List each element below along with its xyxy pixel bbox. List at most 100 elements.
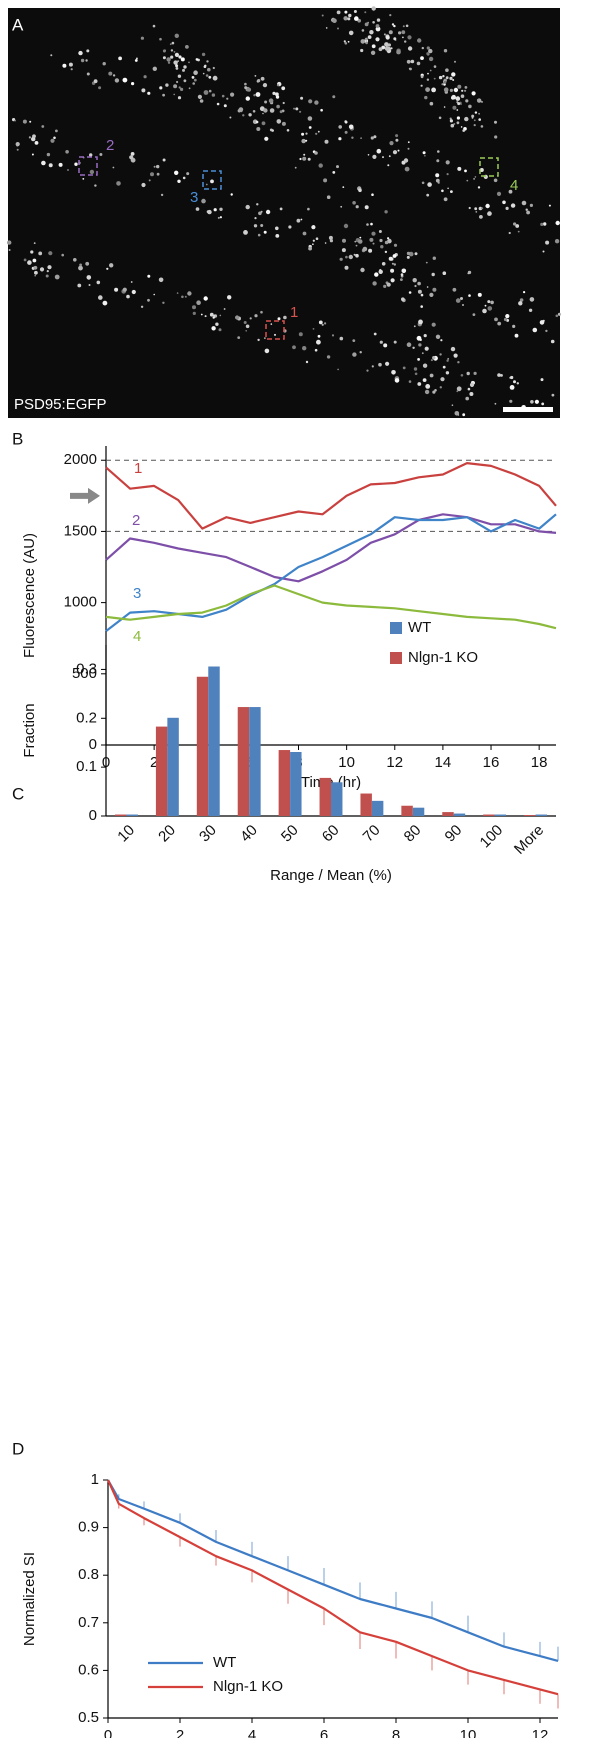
punctum [432,256,436,260]
punctum [481,207,484,210]
punctum [175,67,179,70]
bar [249,707,261,816]
x-axis-label: Range / Mean (%) [270,867,392,884]
punctum [477,292,482,297]
punctum [469,392,474,396]
punctum [243,230,248,235]
punctum [23,258,27,262]
punctum [261,121,266,126]
bar [483,814,495,816]
punctum [451,404,454,407]
roi-box [479,157,499,177]
punctum [433,77,436,80]
punctum [366,223,369,226]
punctum [443,106,446,108]
punctum [396,49,401,55]
punctum [450,123,455,128]
punctum [443,83,446,86]
punctum [58,162,63,167]
punctum [345,255,348,259]
punctum [344,265,349,270]
punctum [315,237,319,240]
micrograph [8,8,560,418]
punctum [38,251,43,256]
punctum [162,49,166,53]
punctum [130,281,133,283]
punctum [393,24,396,28]
y-tick-label: 1 [91,1471,99,1488]
punctum [478,112,480,115]
x-tick-label: 0 [104,1727,112,1738]
punctum [344,120,348,123]
punctum [540,222,544,226]
legend-label: Nlgn-1 KO [213,1678,283,1695]
punctum [503,317,508,322]
punctum [41,125,45,128]
punctum [521,200,527,206]
punctum [98,295,103,300]
punctum [86,72,90,76]
punctum [416,61,421,66]
punctum [456,121,460,125]
punctum [34,274,36,277]
punctum [337,368,339,371]
punctum [390,268,395,273]
punctum [424,346,429,351]
punctum [436,159,440,163]
y-tick-label: 0.3 [76,660,97,677]
punctum [523,291,526,294]
punctum [370,50,376,55]
punctum [153,293,155,296]
punctum [53,136,56,140]
punctum [298,332,303,337]
punctum [481,101,483,103]
x-tick-label: 2 [176,1727,184,1738]
punctum [473,371,477,375]
punctum [344,42,348,45]
punctum [348,13,352,18]
punctum [126,294,130,299]
punctum [343,40,346,43]
punctum [134,59,138,62]
punctum [421,181,425,185]
punctum [223,104,227,108]
punctum [464,169,467,173]
punctum [440,377,445,382]
y-tick-label: 0.7 [78,1614,99,1631]
punctum [283,315,287,320]
punctum [177,179,181,183]
punctum [408,67,411,70]
punctum [510,375,514,380]
bar [494,814,507,816]
punctum [158,277,164,283]
punctum [268,98,274,103]
punctum [140,305,144,308]
punctum [379,238,383,243]
punctum [468,104,472,109]
x-tick-label: 30 [196,822,220,846]
punctum [490,300,494,305]
punctum [429,373,434,378]
series-label: 3 [133,585,141,602]
punctum [173,93,175,96]
y-tick-label: 2000 [64,451,97,468]
punctum [256,203,259,206]
punctum [453,123,456,125]
punctum [314,348,318,352]
y-tick-label: 0.6 [78,1661,99,1678]
punctum [122,77,128,83]
punctum [551,393,555,397]
punctum [391,370,396,375]
punctum [201,198,206,204]
punctum [336,165,339,169]
punctum [519,298,524,302]
punctum [65,150,69,154]
y-tick-label: 0.9 [78,1519,99,1536]
punctum [39,267,45,272]
punctum [393,37,397,41]
data-line [106,1479,559,1696]
punctum [359,236,362,239]
punctum [505,206,509,210]
punctum [260,76,265,81]
punctum [475,211,478,213]
